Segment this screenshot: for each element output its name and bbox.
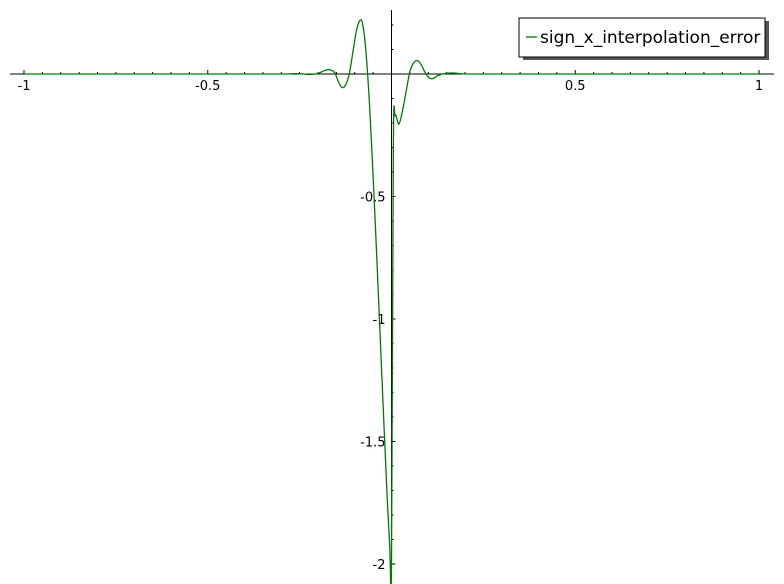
series-layer <box>24 19 759 584</box>
x-tick-label: 0.5 <box>565 79 586 94</box>
x-tick-label: -0.5 <box>195 79 220 94</box>
series-line-sign-x-interpolation-error <box>24 19 759 584</box>
legend-box <box>518 17 766 58</box>
legend-label-sign-x-interpolation-error: sign_x_interpolation_error <box>540 28 760 48</box>
y-tick-label: -2 <box>373 558 386 573</box>
y-axis-ticks: -0.5-1-1.5-2 <box>360 24 396 573</box>
y-tick-label: -1.5 <box>360 436 385 451</box>
x-tick-label: 1 <box>755 79 763 94</box>
legend: sign_x_interpolation_error <box>518 17 769 60</box>
x-tick-label: -1 <box>18 79 31 94</box>
y-tick-label: -0.5 <box>360 191 385 206</box>
